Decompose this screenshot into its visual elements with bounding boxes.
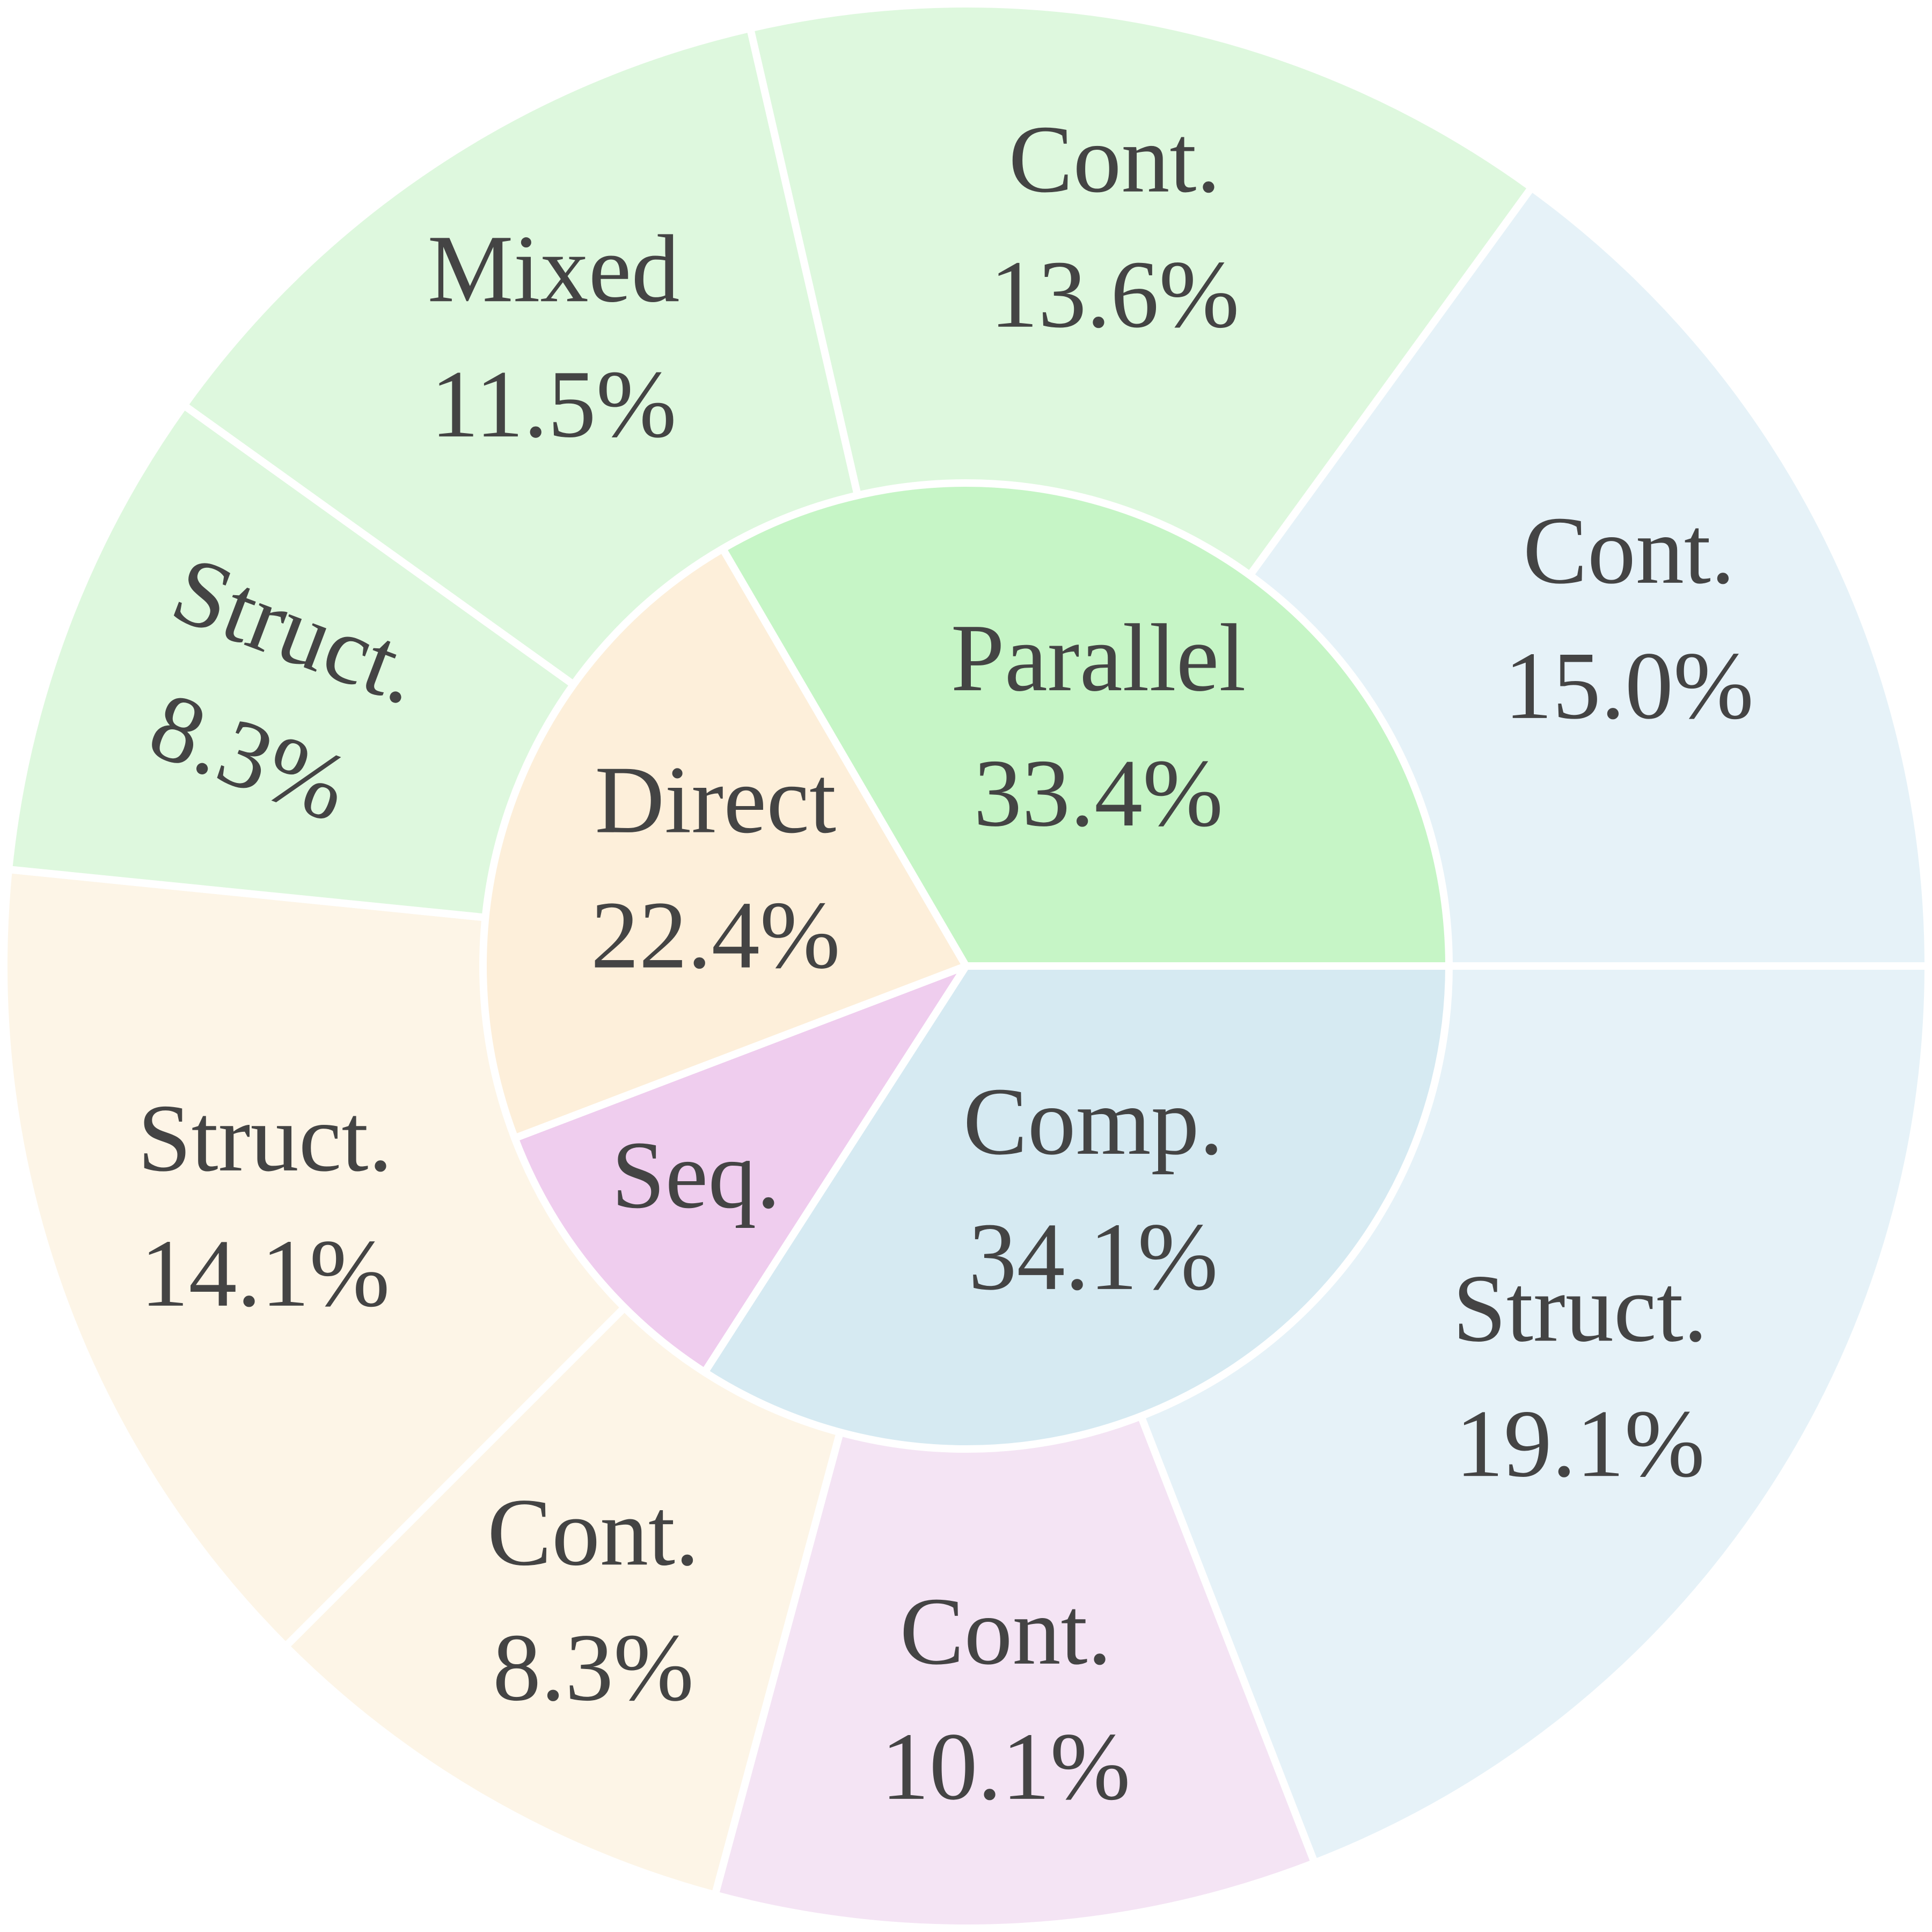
outer-label-direct-cont: Cont. 8.3% [487, 1479, 699, 1721]
segment-value-label: 10.1% [881, 1713, 1131, 1820]
segment-name-label: Cont. [487, 1479, 699, 1585]
inner-label-parallel: Parallel 33.4% [951, 604, 1246, 846]
inner-label-comp: Comp. 34.1% [963, 1068, 1224, 1310]
segment-value-label: 22.4% [591, 882, 840, 989]
segment-value-label: 33.4% [974, 740, 1223, 846]
segment-value-label: 11.5% [430, 350, 676, 457]
inner-wedge-parallel [719, 479, 1453, 970]
segment-name-label: Cont. [1523, 497, 1735, 604]
inner-wedge-seq [511, 962, 970, 1376]
segment-name-label: Struct. [1453, 1255, 1708, 1362]
outer-label-comp-struct: Struct. 19.1% [1453, 1255, 1708, 1497]
segment-name-label: Cont. [899, 1578, 1111, 1685]
segment-value-label: 14.1% [141, 1220, 390, 1327]
outer-label-seq-cont: Cont. 10.1% [881, 1578, 1131, 1820]
segment-name-label: Mixed [428, 215, 680, 322]
outer-label-direct-struct: Struct. 14.1% [138, 1085, 393, 1327]
segment-name-label: Comp. [963, 1068, 1224, 1175]
segment-name-label: Seq. [611, 1122, 780, 1228]
inner-label-direct: Direct 22.4% [591, 747, 840, 989]
inner-label-seq: Seq. [611, 1122, 780, 1228]
inner-ring [479, 479, 1453, 1453]
outer-label-parallel-mixed: Mixed 11.5% [428, 215, 680, 457]
segment-name-label: Struct. [138, 1085, 393, 1191]
segment-value-label: 19.1% [1455, 1390, 1705, 1497]
outer-label-parallel-cont: Cont. 13.6% [990, 106, 1239, 348]
inner-wedge-direct [479, 545, 970, 1142]
segment-value-label: 15.0% [1504, 632, 1754, 739]
segment-name-label: Cont. [1008, 106, 1220, 213]
segment-name-label: Parallel [951, 604, 1246, 711]
segment-value-label: 8.3% [493, 1614, 694, 1721]
segment-name-label: Direct [595, 747, 836, 853]
outer-label-comp-cont: Cont. 15.0% [1504, 497, 1754, 739]
segment-value-label: 34.1% [969, 1203, 1218, 1310]
segment-value-label: 13.6% [990, 241, 1239, 348]
